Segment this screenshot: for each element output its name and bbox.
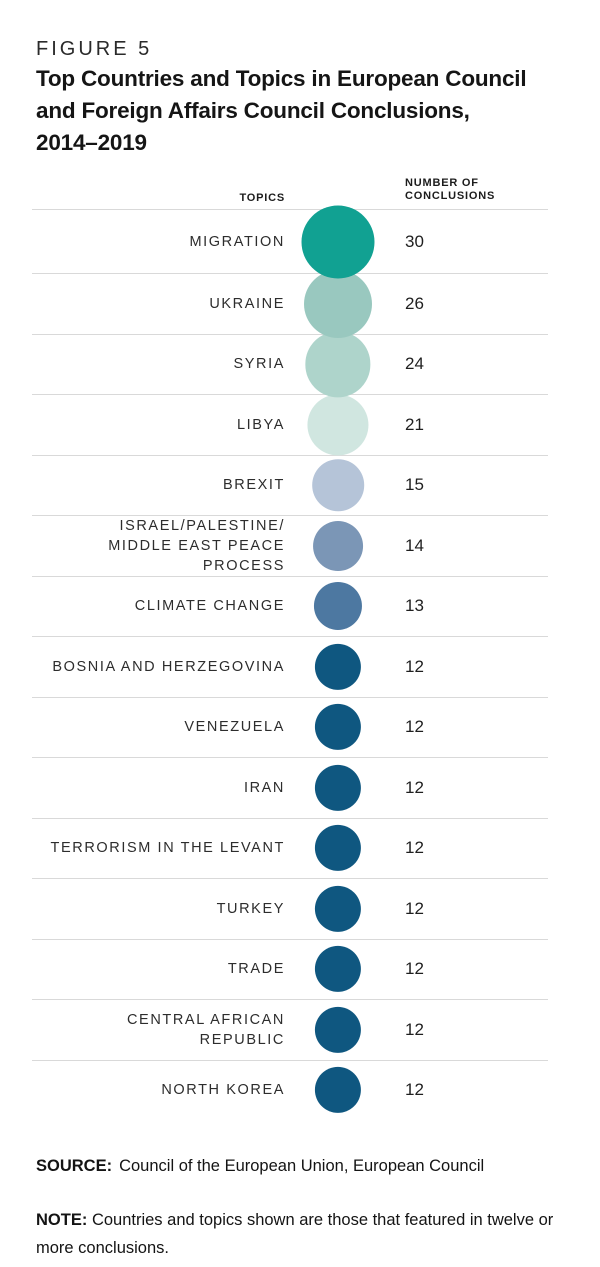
table-row: VENEZUELA 12 bbox=[32, 696, 548, 758]
table-row: TURKEY 12 bbox=[32, 878, 548, 939]
table-row: TERRORISM IN THE LEVANT 12 bbox=[32, 817, 548, 879]
value-bubble bbox=[314, 764, 362, 811]
conclusions-count: 12 bbox=[405, 1019, 424, 1039]
topic-label: TERRORISM IN THE LEVANT bbox=[32, 819, 285, 879]
note-text: Countries and topics shown are those tha… bbox=[91, 1211, 554, 1229]
number-header-line-1: NUMBER OF bbox=[405, 177, 479, 189]
topic-label-line: TERRORISM IN THE LEVANT bbox=[50, 840, 285, 857]
topic-label-line: REPUBLIC bbox=[199, 1031, 285, 1048]
table-row: ISRAEL/PALESTINE/MIDDLE EAST PEACE PROCE… bbox=[32, 515, 548, 576]
value-bubble bbox=[314, 825, 362, 872]
topic-label: TURKEY bbox=[32, 879, 285, 939]
bubble-table: MIGRATION 30 UKRAINE 26 SYRIA 24 LIBYA 21 BREXIT… bbox=[32, 205, 548, 1121]
value-bubble bbox=[314, 1006, 362, 1053]
value-bubble bbox=[313, 582, 363, 631]
figure-title-line-3: 2014–2019 bbox=[36, 130, 147, 155]
conclusions-count: 12 bbox=[405, 717, 424, 737]
source-text: Council of the European Union, European … bbox=[119, 1157, 485, 1175]
value-bubble bbox=[305, 331, 371, 397]
conclusions-count: 26 bbox=[405, 293, 424, 313]
topic-label-line: ISRAEL/PALESTINE/ bbox=[119, 517, 285, 534]
source-label: SOURCE: bbox=[36, 1157, 113, 1175]
topic-label: SYRIA bbox=[32, 335, 285, 395]
table-row: IRAN 12 bbox=[32, 757, 548, 818]
table-row: TRADE 12 bbox=[32, 938, 548, 1000]
conclusions-count: 12 bbox=[405, 959, 424, 979]
table-row: MIGRATION 30 bbox=[32, 205, 548, 278]
topic-label: NORTH KOREA bbox=[32, 1061, 285, 1121]
conclusions-count: 12 bbox=[405, 838, 424, 858]
conclusions-count: 24 bbox=[405, 354, 424, 374]
topic-label-line: TURKEY bbox=[216, 900, 285, 917]
table-row: CENTRAL AFRICAN REPUBLIC 12 bbox=[32, 999, 548, 1060]
topic-label-line: IRAN bbox=[243, 779, 285, 796]
topics-column-header: TOPICS bbox=[239, 192, 285, 204]
conclusions-count: 12 bbox=[405, 656, 424, 676]
value-bubble bbox=[314, 885, 362, 932]
topic-label: CLIMATE CHANGE bbox=[32, 577, 285, 637]
table-row: BREXIT 15 bbox=[32, 454, 548, 516]
table-row: CLIMATE CHANGE 13 bbox=[32, 575, 548, 637]
figure-title: Top Countries and Topics in European Cou… bbox=[36, 63, 576, 159]
note-line-2: more conclusions. bbox=[36, 1239, 169, 1257]
topic-label: LIBYA bbox=[32, 395, 285, 455]
conclusions-count: 21 bbox=[405, 414, 424, 434]
value-bubble bbox=[314, 946, 362, 993]
number-of-conclusions-column-header: NUMBER OF CONCLUSIONS bbox=[405, 177, 495, 203]
topic-label: TRADE bbox=[32, 940, 285, 1000]
value-bubble bbox=[314, 1067, 362, 1114]
note-label: NOTE: bbox=[36, 1211, 88, 1229]
value-bubble bbox=[314, 643, 362, 690]
topic-label-line: CLIMATE CHANGE bbox=[134, 598, 285, 615]
table-row: NORTH KOREA 12 bbox=[32, 1059, 548, 1121]
topic-label-line: UKRAINE bbox=[209, 295, 285, 312]
table-row: BOSNIA AND HERZEGOVINA 12 bbox=[32, 636, 548, 697]
table-row: SYRIA 24 bbox=[32, 331, 548, 397]
topic-label: MIGRATION bbox=[32, 210, 285, 273]
topic-label-line: BOSNIA AND HERZEGOVINA bbox=[52, 658, 285, 675]
note-block: NOTE: Countries and topics shown are tho… bbox=[36, 1206, 576, 1262]
figure-title-line-1: Top Countries and Topics in European Cou… bbox=[36, 66, 527, 91]
conclusions-count: 14 bbox=[405, 535, 424, 555]
value-bubble bbox=[301, 205, 375, 278]
table-row: LIBYA 21 bbox=[32, 394, 548, 456]
source-line: SOURCE: Council of the European Union, Eu… bbox=[36, 1157, 484, 1176]
topic-label: UKRAINE bbox=[32, 274, 285, 334]
topic-label: VENEZUELA bbox=[32, 698, 285, 758]
topic-label: CENTRAL AFRICAN REPUBLIC bbox=[32, 1000, 285, 1060]
topic-label-line: TRADE bbox=[227, 961, 285, 978]
value-bubble bbox=[313, 520, 363, 571]
value-bubble bbox=[312, 459, 364, 512]
topic-label-line: MIGRATION bbox=[189, 233, 285, 250]
figure-kicker: FIGURE 5 bbox=[36, 38, 153, 60]
conclusions-count: 12 bbox=[405, 777, 424, 797]
number-header-line-2: CONCLUSIONS bbox=[405, 190, 496, 202]
conclusions-count: 12 bbox=[405, 898, 424, 918]
note-line-1: NOTE: Countries and topics shown are tho… bbox=[36, 1206, 576, 1234]
topic-label-line: LIBYA bbox=[236, 416, 285, 433]
value-bubble bbox=[304, 269, 372, 338]
conclusions-count: 30 bbox=[405, 231, 424, 251]
topic-label: IRAN bbox=[32, 758, 285, 818]
topic-label-line: SYRIA bbox=[233, 356, 285, 373]
topic-label: BREXIT bbox=[32, 456, 285, 516]
value-bubble bbox=[314, 704, 362, 751]
topic-label-line: MIDDLE EAST PEACE PROCESS bbox=[108, 537, 285, 574]
figure-title-line-2: and Foreign Affairs Council Conclusions, bbox=[36, 98, 470, 123]
topic-label-line: CENTRAL AFRICAN bbox=[126, 1011, 285, 1028]
topic-label-line: VENEZUELA bbox=[184, 719, 285, 736]
conclusions-count: 12 bbox=[405, 1080, 424, 1100]
topic-label: ISRAEL/PALESTINE/MIDDLE EAST PEACE PROCE… bbox=[32, 516, 285, 576]
topic-label-line: NORTH KOREA bbox=[161, 1082, 285, 1099]
topic-label-line: BREXIT bbox=[223, 477, 285, 494]
conclusions-count: 13 bbox=[405, 596, 424, 616]
conclusions-count: 15 bbox=[405, 475, 424, 495]
value-bubble bbox=[307, 394, 369, 456]
topic-label: BOSNIA AND HERZEGOVINA bbox=[32, 637, 285, 697]
table-row: UKRAINE 26 bbox=[32, 269, 548, 338]
